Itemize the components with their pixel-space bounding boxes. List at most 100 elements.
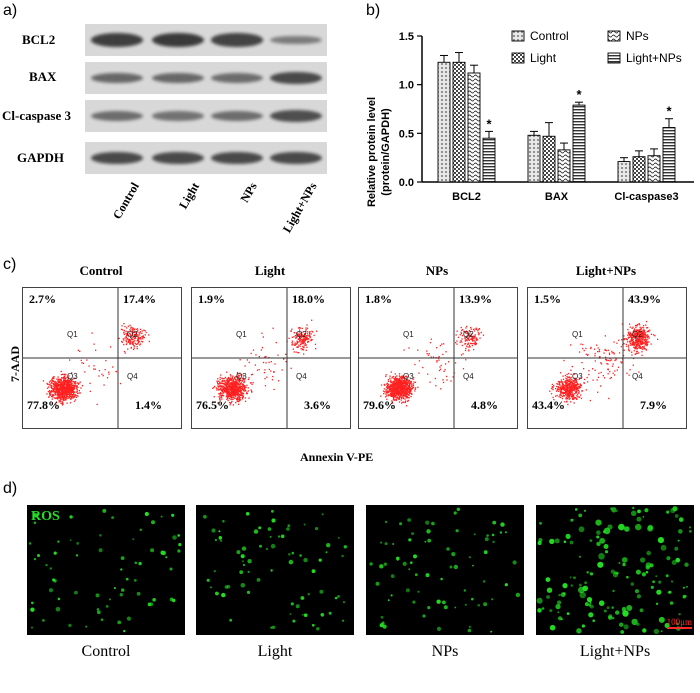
bar [617,161,631,183]
fc-percent-q1: 1.5% [534,292,561,306]
fluorescence-caption: Light [257,643,293,660]
fc-percent-q3: 77.8% [27,398,60,412]
wb-band [211,151,263,165]
wb-band [270,109,322,123]
wb-lane-nps: NPs [237,180,261,205]
fc-quadrant-tag: Q1 [403,330,414,339]
bar [527,134,541,183]
wb-band [91,151,143,165]
scale-bar: 100μm [666,617,692,629]
fc-percent-q1: 1.8% [365,292,392,306]
significance-mark: * [486,116,492,131]
significance-mark: * [576,87,582,102]
panel-label-b: b) [366,2,381,19]
bar [542,135,556,183]
fc-percent-q2: 13.9% [459,292,492,306]
fc-quadrant-tag: Q4 [127,372,138,381]
fc-percent-q2: 17.4% [123,292,156,306]
legend-label: NPs [626,29,649,43]
bar [662,127,676,183]
fluorescence-image: ROS [27,505,185,635]
fc-quadrant-tag: Q2 [127,330,138,339]
fluorescence-cells [369,507,521,633]
legend-label: Control [530,29,569,43]
bar [467,72,481,183]
wb-band [270,151,322,165]
panel-label-c: c) [3,256,17,273]
bar-y-tick-label: 0.5 [399,128,414,140]
fc-percent-q1: 2.7% [29,292,56,306]
bar-ylabel-line2: (protein/GAPDH) [380,108,392,196]
fc-ylabel-wrap: 7-AAD [8,330,22,390]
fluorescence-cells [203,509,347,631]
fc-quadrant-tag: Q4 [463,372,474,381]
legend-swatch [607,52,621,64]
significance-mark: * [666,104,672,119]
fc-percent-q4: 1.4% [135,398,162,412]
wb-label-bax: BAX [29,69,57,84]
protein-level-bar-chart: 0.0 0.5 1.0 1.5 BCL2 BAX Cl-caspase3 * * * Relat… [366,29,694,207]
panel-label-d: d) [3,480,18,497]
ros-label: ROS [31,509,60,524]
wb-band [91,72,143,84]
legend-label: Light [530,51,557,65]
bar-category-label: Cl-caspase3 [614,191,678,203]
wb-lane-light-nps: Light+NPs [280,180,321,236]
fluorescence-caption: NPs [431,643,459,660]
fc-quadrant-tag: Q3 [572,372,583,381]
fc-percent-q2: 18.0% [292,292,325,306]
wb-band [211,111,263,121]
bar-y-tick-label: 0.0 [399,177,414,189]
fc-quadrant-tag: Q3 [403,372,414,381]
fc-quadrant-tag: Q1 [67,330,78,339]
fc-ylabel: 7-AAD [8,346,22,382]
fluorescence-caption: Control [81,643,131,660]
fluorescence-image [366,505,524,635]
fc-quadrant-tag: Q2 [463,330,474,339]
wb-band [152,151,204,165]
wb-label-bcl2: BCL2 [22,32,56,47]
fc-title: Light+NPs [575,263,637,278]
wb-band [211,73,263,83]
fluorescence-image: 100μm [536,505,694,635]
bar-y-tick-label: 1.5 [399,31,414,43]
bar-category-label: BCL2 [452,191,481,203]
fc-scatter [359,288,517,428]
wb-lane-control: Control [110,180,143,222]
bar [482,137,496,183]
fc-plot: 1.9% 18.0% 76.5% 3.6% Q1 Q2 Q3 Q4 [191,287,351,429]
fluorescence-caption: Light+NPs [579,643,651,660]
fc-percent-q1: 1.9% [198,292,225,306]
fc-scatter [23,288,181,428]
fc-quadrant-tag: Q1 [572,330,583,339]
legend-label: Light+NPs [626,51,682,65]
bar-category-label: BAX [545,191,569,203]
fc-scatter [528,288,686,428]
bar [572,104,586,183]
fc-quadrant-tag: Q3 [236,372,247,381]
fc-plot: 1.5% 43.9% 43.4% 7.9% Q1 Q2 Q3 Q4 [527,287,687,429]
bar [632,156,646,183]
wb-band [91,111,143,121]
legend-swatch [607,30,621,42]
panel-label-a: a) [3,2,18,19]
fc-percent-q4: 4.8% [471,398,498,412]
fc-title: Control [79,263,123,278]
fc-quadrant-tag: Q2 [296,330,307,339]
wb-band [152,111,204,121]
wb-band [152,33,204,47]
fc-percent-q3: 43.4% [532,398,565,412]
fc-percent-q4: 7.9% [640,398,667,412]
wb-label-cl-caspase3: Cl-caspase 3 [2,108,71,123]
fc-title: NPs [425,263,449,278]
bar-ylabel-line1: Relative protein level [366,97,378,207]
bar [557,149,571,183]
fluorescence-image [196,505,354,635]
bar [452,61,466,183]
fc-quadrant-tag: Q4 [632,372,643,381]
fc-xlabel: Annexin V-PE [300,450,374,464]
wb-lane-light: Light [175,180,203,212]
wb-band [211,33,263,47]
fc-quadrant-tag: Q1 [236,330,247,339]
wb-band [270,71,322,85]
